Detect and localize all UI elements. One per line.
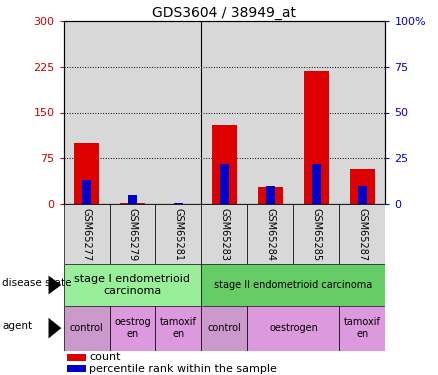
Bar (293, 204, 339, 264)
Text: percentile rank within the sample: percentile rank within the sample (89, 364, 277, 374)
Bar (64, 204, 110, 264)
Text: disease state: disease state (2, 278, 72, 288)
Bar (258, 187, 283, 204)
Bar (110, 306, 155, 351)
Bar (201, 264, 385, 306)
Bar (247, 306, 339, 351)
Bar (358, 186, 367, 204)
Bar (312, 164, 321, 204)
Bar (350, 169, 375, 204)
Polygon shape (49, 276, 61, 294)
Bar (339, 204, 385, 264)
Text: tamoxif
en: tamoxif en (160, 317, 197, 339)
Bar (247, 204, 293, 264)
Bar (212, 125, 237, 204)
Text: tamoxif
en: tamoxif en (344, 317, 381, 339)
Text: GSM65277: GSM65277 (81, 208, 92, 261)
Text: agent: agent (2, 321, 32, 331)
Bar (174, 202, 183, 204)
Bar (304, 71, 329, 204)
Bar (128, 195, 137, 204)
Bar (67, 354, 86, 361)
Bar (201, 204, 247, 264)
Bar (64, 306, 110, 351)
Text: GSM65281: GSM65281 (173, 208, 184, 261)
Text: control: control (70, 323, 103, 333)
Bar (120, 203, 145, 204)
Bar (155, 306, 201, 351)
Bar (155, 204, 201, 264)
Bar (74, 143, 99, 204)
Bar (220, 164, 229, 204)
Text: GSM65287: GSM65287 (357, 208, 367, 261)
Text: GSM65284: GSM65284 (265, 208, 276, 261)
Bar (110, 204, 155, 264)
Text: GSM65285: GSM65285 (311, 208, 321, 261)
Text: stage II endometrioid carcinoma: stage II endometrioid carcinoma (214, 280, 373, 290)
Bar (82, 180, 91, 204)
Bar (67, 365, 86, 372)
Bar (201, 306, 247, 351)
Polygon shape (49, 318, 61, 338)
Text: oestrog
en: oestrog en (114, 317, 151, 339)
Text: oestrogen: oestrogen (269, 323, 318, 333)
Text: stage I endometrioid
carcinoma: stage I endometrioid carcinoma (74, 274, 191, 296)
Text: control: control (208, 323, 241, 333)
Bar (339, 306, 385, 351)
Text: GSM65283: GSM65283 (219, 208, 230, 261)
Text: count: count (89, 352, 121, 363)
Title: GDS3604 / 38949_at: GDS3604 / 38949_at (152, 6, 297, 20)
Bar (64, 264, 201, 306)
Text: GSM65279: GSM65279 (127, 208, 138, 261)
Bar (266, 186, 275, 204)
